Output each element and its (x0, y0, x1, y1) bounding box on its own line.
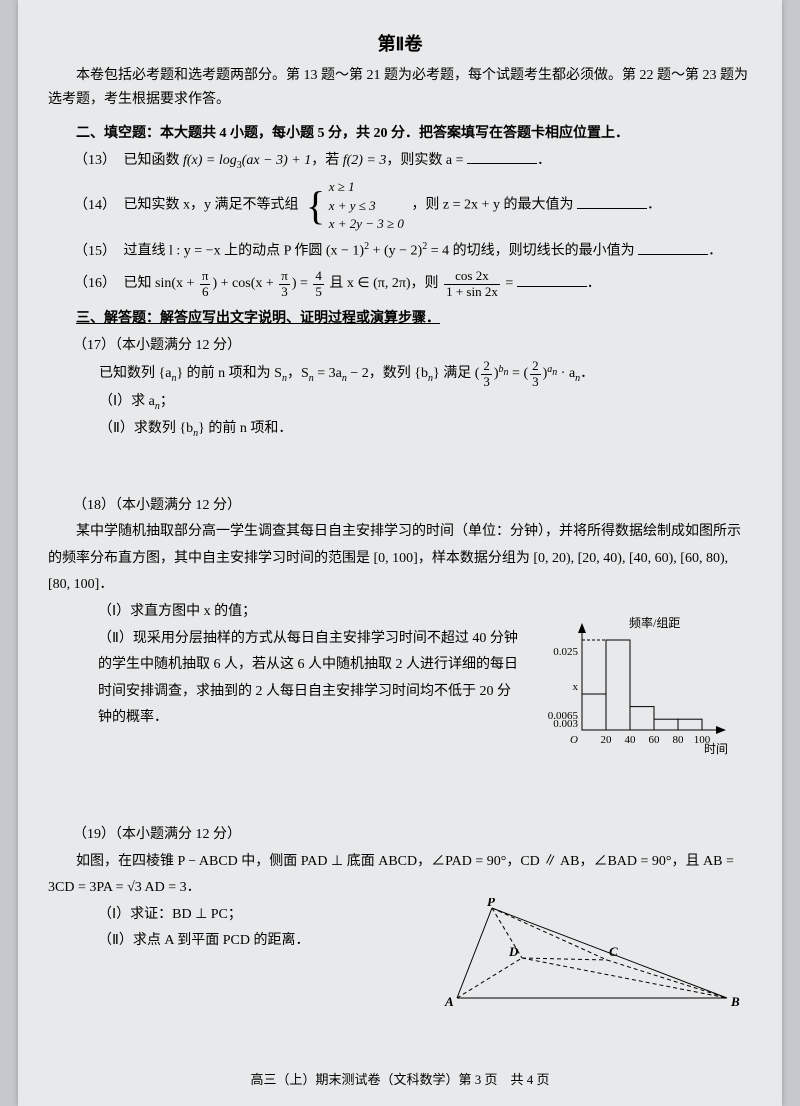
q17-part2: （Ⅱ）求数列 {bn} 的前 n 项和． (99, 416, 752, 443)
q17-part1: （Ⅰ）求 an； (99, 389, 752, 416)
q18-part2: （Ⅱ）现采用分层抽样的方式从每日自主安排学习时间不超过 40 分钟的学生中随机抽… (98, 626, 518, 732)
yticks-group: 0.025x0.00650.003 (548, 646, 579, 730)
q15-num: （15） (74, 239, 116, 266)
ytick-label: x (573, 681, 579, 693)
question-19: （19）（本小题满分 12 分） (73, 822, 752, 849)
xtick-label: 80 (673, 734, 685, 746)
blank (577, 195, 647, 209)
question-14: （14） 已知实数 x，y 满足不等式组 { x ≥ 1 x + y ≤ 3 x… (74, 178, 752, 233)
page-title: 第Ⅱ卷 (48, 30, 752, 56)
q19-body: 如图，在四棱锥 P − ABCD 中，侧面 PAD ⊥ 底面 ABCD，∠PAD… (48, 849, 758, 902)
label-A: A (444, 994, 454, 1009)
q14-num: （14） (74, 193, 116, 220)
bars-group (582, 640, 702, 730)
q17-body: 已知数列 {an} 的前 n 项和为 Sn，Sn = 3an − 2，数列 {b… (99, 359, 752, 389)
question-16: （16） 已知 sin(x + π6) + cos(x + π3) = 45 且… (74, 269, 752, 299)
edge-AD (457, 958, 522, 998)
left-brace-icon: { (306, 182, 325, 230)
label-C: C (609, 944, 618, 959)
blank (517, 273, 587, 287)
q13-text: 已知函数 f(x) = log3(ax − 3) + 1，若 f(2) = 3，… (124, 153, 551, 168)
q18-header: （18）（本小题满分 12 分） (73, 493, 752, 520)
intro-text: 本卷包括必考题和选考题两部分。第 13 题～第 21 题为必考题，每个试题考生都… (48, 64, 752, 112)
ytick-label: 0.003 (553, 718, 578, 730)
pyramid-svg: P A B C D (437, 898, 747, 1013)
pyramid-figure: P A B C D (437, 898, 747, 1008)
edge-CB (607, 960, 727, 998)
xticks-group: O20406080100 (570, 734, 711, 746)
label-D: D (508, 944, 519, 959)
blank (638, 241, 708, 255)
question-17: （17）（本小题满分 12 分） 已知数列 {an} 的前 n 项和为 Sn，S… (73, 333, 752, 443)
histogram-svg: 频率/组距 0.025x0.00650.003 O20406080100 时间 (534, 615, 734, 755)
x-axis-label: 时间 (704, 742, 728, 755)
question-18: （18）（本小题满分 12 分） (73, 493, 752, 520)
xtick-label: 40 (625, 734, 637, 746)
ytick-label: 0.025 (553, 646, 578, 658)
bar (678, 719, 702, 730)
section-2-title: 二、填空题：本大题共 4 小题，每小题 5 分，共 20 分．把答案填写在答题卡… (48, 122, 752, 142)
q17-header: （17）（本小题满分 12 分） (73, 333, 752, 360)
bar (654, 719, 678, 730)
histogram-chart: 频率/组距 0.025x0.00650.003 O20406080100 时间 (534, 615, 734, 755)
q19-header: （19）（本小题满分 12 分） (73, 822, 752, 849)
xtick-label: O (570, 734, 578, 746)
bar (582, 694, 606, 730)
label-B: B (730, 994, 740, 1009)
x-arrow-icon (716, 726, 726, 734)
question-15: （15） 过直线 l : y = −x 上的动点 P 作圆 (x − 1)2 +… (74, 237, 752, 265)
page-footer: 高三（上）期末测试卷（文科数学）第 3 页 共 4 页 (18, 1069, 782, 1088)
y-axis-label: 频率/组距 (629, 615, 680, 630)
blank (467, 150, 537, 164)
xtick-label: 20 (601, 734, 613, 746)
edge-PA (457, 908, 492, 998)
q13-num: （13） (74, 148, 116, 175)
y-arrow-icon (578, 623, 586, 633)
label-P: P (487, 898, 496, 909)
bar (630, 707, 654, 730)
xtick-label: 60 (649, 734, 661, 746)
question-13: （13） 已知函数 f(x) = log3(ax − 3) + 1，若 f(2)… (74, 148, 752, 175)
inequality-system: { x ≥ 1 x + y ≤ 3 x + 2y − 3 ≥ 0 (306, 178, 404, 233)
edge-DC (522, 958, 607, 960)
q18-part1: （Ⅰ）求直方图中 x 的值； (98, 599, 518, 626)
bar (606, 640, 630, 730)
edge-DB (522, 958, 727, 998)
q18-body: 某中学随机抽取部分高一学生调查其每日自主安排学习的时间（单位：分钟），并将所得数… (48, 519, 752, 599)
exam-page: 第Ⅱ卷 本卷包括必考题和选考题两部分。第 13 题～第 21 题为必考题，每个试… (18, 0, 782, 1106)
q16-num: （16） (74, 271, 116, 298)
section-3-title: 三、解答题：解答应写出文字说明、证明过程或演算步骤． (48, 307, 752, 327)
